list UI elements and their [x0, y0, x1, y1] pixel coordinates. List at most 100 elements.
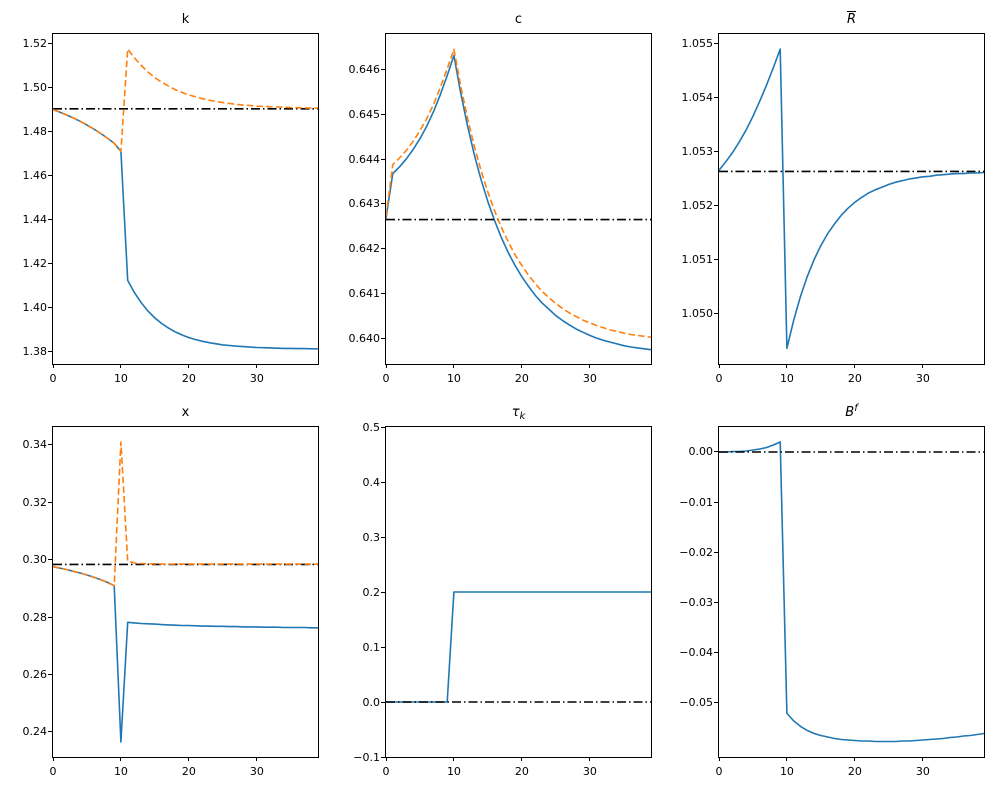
y-tick-mark	[714, 204, 718, 206]
y-tick-mark	[381, 113, 385, 115]
y-tick-mark	[48, 43, 52, 45]
y-tick-mark	[714, 150, 718, 152]
y-tick-label: 1.46	[22, 169, 48, 183]
title-base: c	[514, 12, 523, 27]
y-tick-mark	[714, 701, 718, 703]
y-tick-mark	[714, 551, 718, 553]
x-tick-label: 30	[915, 765, 930, 778]
x-tick-label: 10	[779, 765, 794, 778]
x-tick-mark	[256, 757, 258, 761]
y-tick-label: 1.40	[22, 301, 48, 315]
x-tick-label: 0	[49, 372, 57, 385]
x-tick-mark	[521, 757, 523, 761]
response-line-solid	[53, 565, 318, 743]
y-tick-label: 0.24	[22, 725, 48, 739]
x-tick-label: 10	[446, 372, 461, 385]
subplot-x: x 0.24 0.26 0.28 0.30 0.32 0.34 0 10 20 30	[23, 405, 319, 778]
subplot-c-title: c	[366, 7, 671, 33]
y-tick-mark	[714, 259, 718, 261]
title-base: R	[846, 12, 857, 27]
y-tick-mark	[381, 203, 385, 205]
plot-area-b-f	[719, 441, 984, 743]
y-tick-mark	[48, 616, 52, 618]
x-tick-label: 10	[113, 372, 128, 385]
x-tick-label: 10	[446, 765, 461, 778]
y-tick-mark	[381, 426, 385, 428]
y-tick-label: 0.28	[22, 610, 48, 624]
y-tick-label: 1.48	[22, 125, 48, 139]
x-tick-label: 20	[181, 765, 196, 778]
plot-area-r-bar	[719, 48, 984, 350]
y-tick-mark	[48, 559, 52, 561]
x-tick-label: 30	[249, 765, 264, 778]
y-tick-mark	[48, 175, 52, 177]
x-tick-label: 30	[915, 372, 930, 385]
y-tick-label: 1.38	[22, 345, 48, 359]
y-tick-label: −0.1	[353, 750, 380, 764]
x-tick-label: 30	[582, 372, 597, 385]
subplot-tau-k-title: τk	[366, 400, 671, 426]
y-tick-mark	[381, 591, 385, 593]
y-tick-label: 0.26	[22, 668, 48, 682]
x-tick-mark	[589, 757, 591, 761]
y-tick-label: 0.00	[688, 445, 714, 459]
y-tick-label: 1.054	[681, 90, 714, 104]
y-tick-mark	[48, 501, 52, 503]
title-subscript: k	[519, 411, 526, 422]
subplot-k: k 1.38 1.40 1.42 1.44 1.46 1.48 1.50 1.52 0 10 20 3…	[23, 12, 319, 385]
y-tick-label: 1.051	[681, 253, 714, 267]
y-tick-label: 1.053	[681, 144, 714, 158]
y-tick-label: 1.44	[22, 213, 48, 227]
y-tick-mark	[714, 451, 718, 453]
response-line-solid	[53, 108, 318, 350]
y-tick-label: 1.50	[22, 81, 48, 95]
x-tick-mark	[52, 757, 54, 761]
subplot-k-title: k	[33, 7, 338, 33]
plot-area-x	[53, 441, 318, 743]
y-tick-label: 0.5	[362, 420, 381, 434]
y-tick-label: 1.052	[681, 198, 714, 212]
x-tick-mark	[256, 364, 258, 368]
y-tick-mark	[381, 756, 385, 758]
y-tick-label: 1.52	[22, 37, 48, 51]
y-tick-label: 0.32	[22, 495, 48, 509]
y-tick-mark	[381, 481, 385, 483]
y-tick-mark	[714, 313, 718, 315]
y-tick-mark	[48, 674, 52, 676]
x-tick-mark	[120, 364, 122, 368]
x-tick-label: 20	[181, 372, 196, 385]
y-tick-label: 0.2	[362, 585, 381, 599]
response-line-dashed	[53, 48, 318, 153]
x-tick-label: 30	[249, 372, 264, 385]
x-tick-label: 20	[514, 765, 529, 778]
x-tick-mark	[52, 364, 54, 368]
y-tick-mark	[381, 646, 385, 648]
y-tick-mark	[48, 131, 52, 133]
title-superscript: f	[854, 403, 858, 414]
x-tick-mark	[521, 364, 523, 368]
x-tick-mark	[854, 757, 856, 761]
x-tick-label: 0	[715, 372, 723, 385]
x-tick-mark	[385, 757, 387, 761]
y-tick-label: 0.643	[348, 197, 381, 211]
x-tick-label: 0	[382, 765, 390, 778]
y-tick-label: −0.02	[679, 545, 713, 559]
x-tick-mark	[786, 757, 788, 761]
y-tick-label: 0.34	[22, 438, 48, 452]
response-line-solid	[386, 591, 651, 703]
x-tick-mark	[718, 757, 720, 761]
x-tick-label: 10	[113, 765, 128, 778]
y-tick-label: 1.42	[22, 257, 48, 271]
response-line-solid	[386, 54, 651, 351]
y-tick-label: 0.4	[362, 475, 381, 489]
y-tick-mark	[48, 307, 52, 309]
subplot-r-bar-title: R	[699, 7, 989, 33]
x-tick-label: 10	[779, 372, 794, 385]
x-tick-mark	[922, 757, 924, 761]
y-tick-label: −0.04	[679, 645, 713, 659]
y-tick-label: 0.646	[348, 63, 381, 77]
x-tick-label: 0	[382, 372, 390, 385]
y-tick-mark	[714, 42, 718, 44]
title-base: k	[181, 12, 190, 27]
x-tick-mark	[453, 757, 455, 761]
